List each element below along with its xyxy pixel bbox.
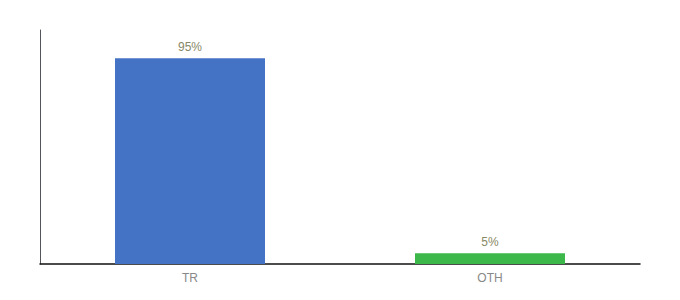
svg-text:OTH: OTH (477, 271, 502, 285)
svg-text:95%: 95% (178, 40, 202, 54)
svg-text:TR: TR (182, 271, 198, 285)
svg-text:5%: 5% (481, 235, 499, 249)
